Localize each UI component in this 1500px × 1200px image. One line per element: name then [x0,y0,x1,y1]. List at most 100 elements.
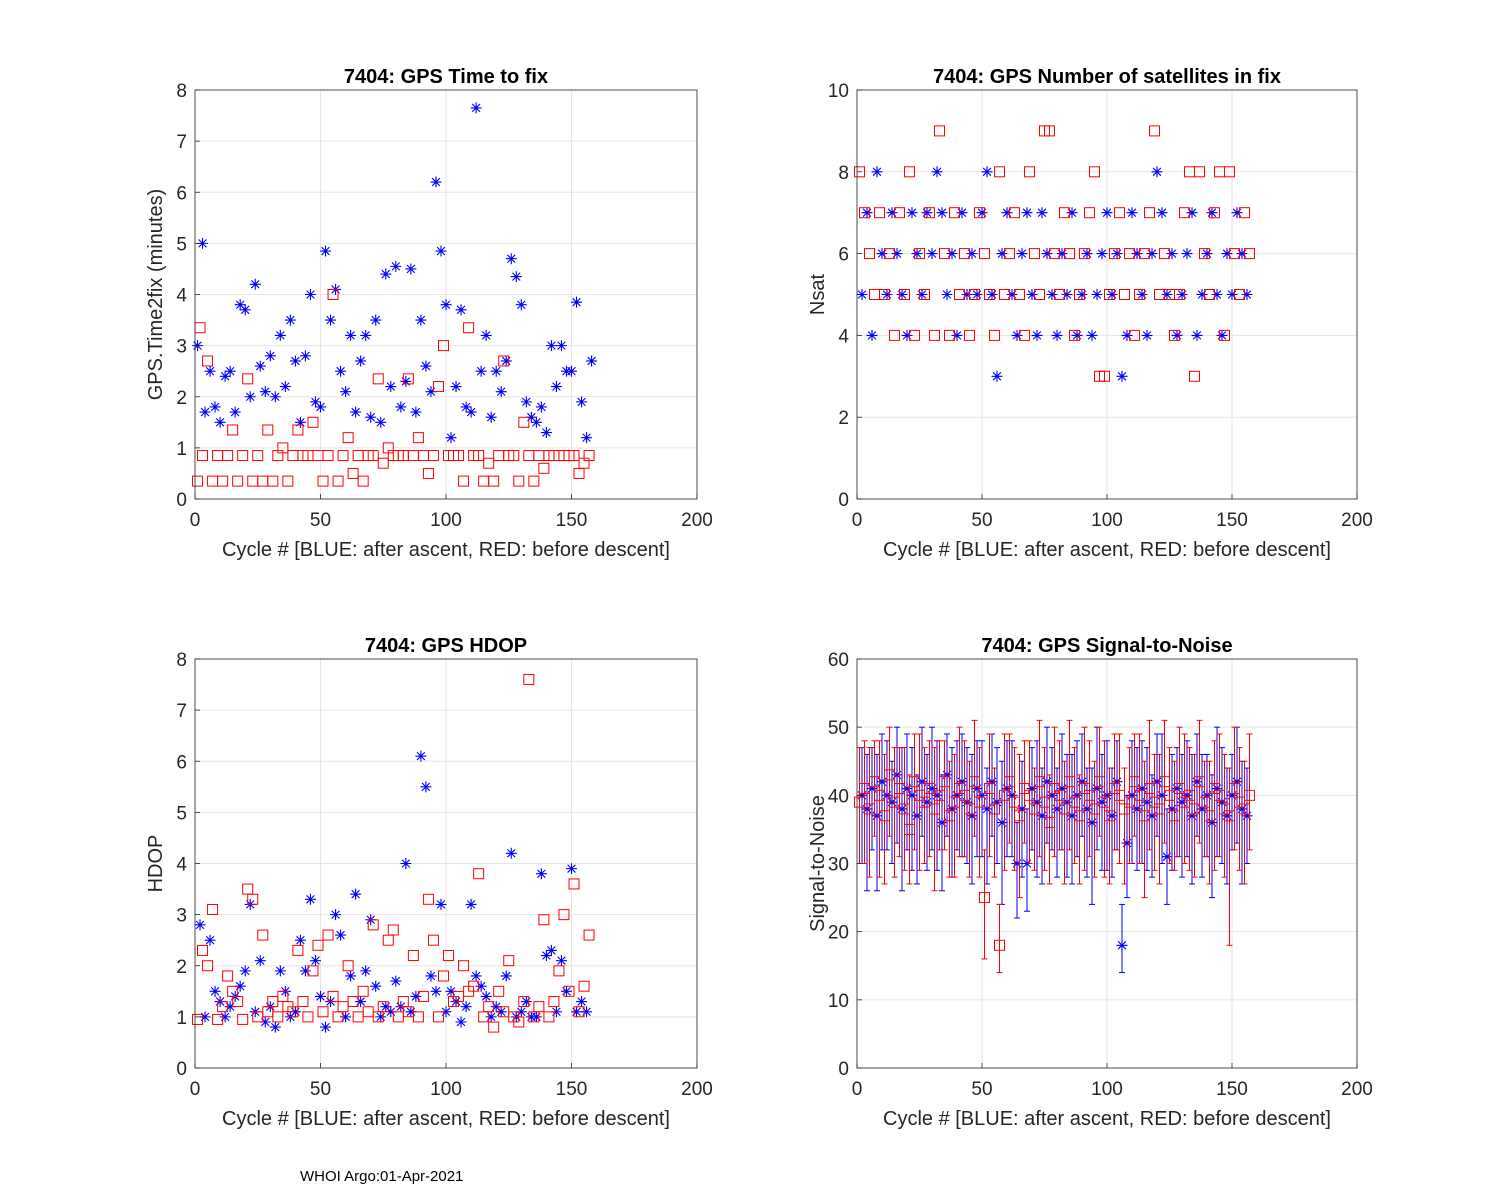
x-tick-label: 200 [1341,510,1373,531]
data-point-asterisk [906,207,918,219]
data-point-asterisk [1231,207,1243,219]
data-point-asterisk [941,289,953,300]
data-point-asterisk [1076,776,1088,788]
data-point-asterisk [370,314,382,326]
data-point-asterisk [936,207,948,219]
data-point-square [984,289,995,300]
data-point-asterisk [415,314,427,326]
y-tick-label: 40 [828,786,849,807]
data-point-square [342,432,354,444]
data-point-asterisk [931,166,943,178]
data-point-asterisk [1191,776,1203,788]
data-point-asterisk [1071,789,1083,801]
data-point-square [478,475,490,487]
data-point-asterisk [1231,776,1243,788]
data-point-asterisk [430,176,442,188]
data-point-asterisk [581,432,593,444]
data-point-square [1114,207,1125,219]
data-point-square [207,475,219,487]
data-point-square [197,944,209,956]
data-point-square [212,450,224,462]
x-tick-label: 0 [190,1079,201,1100]
data-point-square [1034,289,1045,300]
y-tick-label: 4 [176,286,187,307]
data-point-asterisk [410,990,422,1002]
y-tick-label: 2 [176,388,187,409]
data-point-asterisk [1121,329,1133,341]
data-point-square [337,1001,349,1013]
data-point-asterisk [1101,789,1113,801]
data-point-square [974,207,985,219]
data-point-asterisk [896,803,908,815]
data-point-asterisk [1146,810,1158,822]
data-point-square [427,450,439,462]
x-axis-label: Cycle # [BLUE: after ascent, RED: before… [222,1108,670,1130]
data-point-asterisk [571,1006,583,1018]
data-point-square [553,965,565,977]
data-point-asterisk [1116,939,1128,951]
data-point-asterisk [315,990,326,1002]
data-point-square [944,329,955,341]
data-point-asterisk [1211,289,1223,300]
data-point-square [979,248,990,260]
data-point-asterisk [465,406,477,418]
data-point-square [1099,370,1110,382]
data-point-asterisk [335,929,347,941]
data-point-asterisk [309,396,321,408]
data-point-square [1179,207,1190,219]
data-point-asterisk [465,898,477,910]
data-point-asterisk [901,783,913,795]
data-point-asterisk [299,350,311,362]
x-tick-label: 0 [190,510,201,531]
data-point-asterisk [1221,248,1233,260]
data-point-asterisk [390,975,402,987]
data-point-asterisk [440,1006,452,1018]
data-point-asterisk [400,375,412,387]
data-point-square [994,166,1005,178]
data-point-asterisk [1026,289,1038,300]
data-point-asterisk [1146,248,1158,260]
data-point-asterisk [249,278,261,290]
data-point-asterisk [560,985,572,997]
data-point-asterisk [1236,248,1248,260]
data-point-asterisk [1051,329,1063,341]
data-point-asterisk [1156,789,1168,801]
data-point-asterisk [239,304,251,316]
data-point-square [1054,289,1065,300]
data-point-asterisk [581,1006,593,1018]
data-point-asterisk [475,365,487,377]
data-point-asterisk [385,1006,397,1018]
data-point-square [453,450,465,462]
data-point-square [583,450,595,462]
data-point-asterisk [1211,783,1223,795]
data-point-asterisk [234,980,246,992]
data-point-asterisk [1001,783,1013,795]
data-point-square [217,1001,229,1013]
data-point-square [989,803,1000,815]
data-point-square [538,462,550,474]
y-tick-label: 5 [176,803,187,824]
data-point-asterisk [901,329,913,341]
data-point-asterisk [470,970,482,982]
data-point-asterisk [234,299,246,311]
data-point-asterisk [495,386,507,398]
data-point-asterisk [876,776,888,788]
data-point-asterisk [239,965,251,977]
y-tick-label: 1 [176,1008,187,1029]
data-point-asterisk [460,1001,472,1013]
data-point-square [367,450,379,462]
data-point-asterisk [1166,248,1178,260]
data-point-asterisk [576,396,588,408]
data-point-square [242,373,254,385]
plot-area [192,102,598,487]
data-point-square [332,475,344,487]
data-point-asterisk [1036,207,1048,219]
data-point-asterisk [1081,803,1093,815]
data-point-asterisk [1216,796,1228,808]
data-point-asterisk [921,796,933,808]
data-point-square [1089,166,1100,178]
data-point-asterisk [435,898,447,910]
data-point-asterisk [1126,789,1138,801]
data-point-asterisk [586,355,598,367]
data-point-square [573,1006,585,1018]
